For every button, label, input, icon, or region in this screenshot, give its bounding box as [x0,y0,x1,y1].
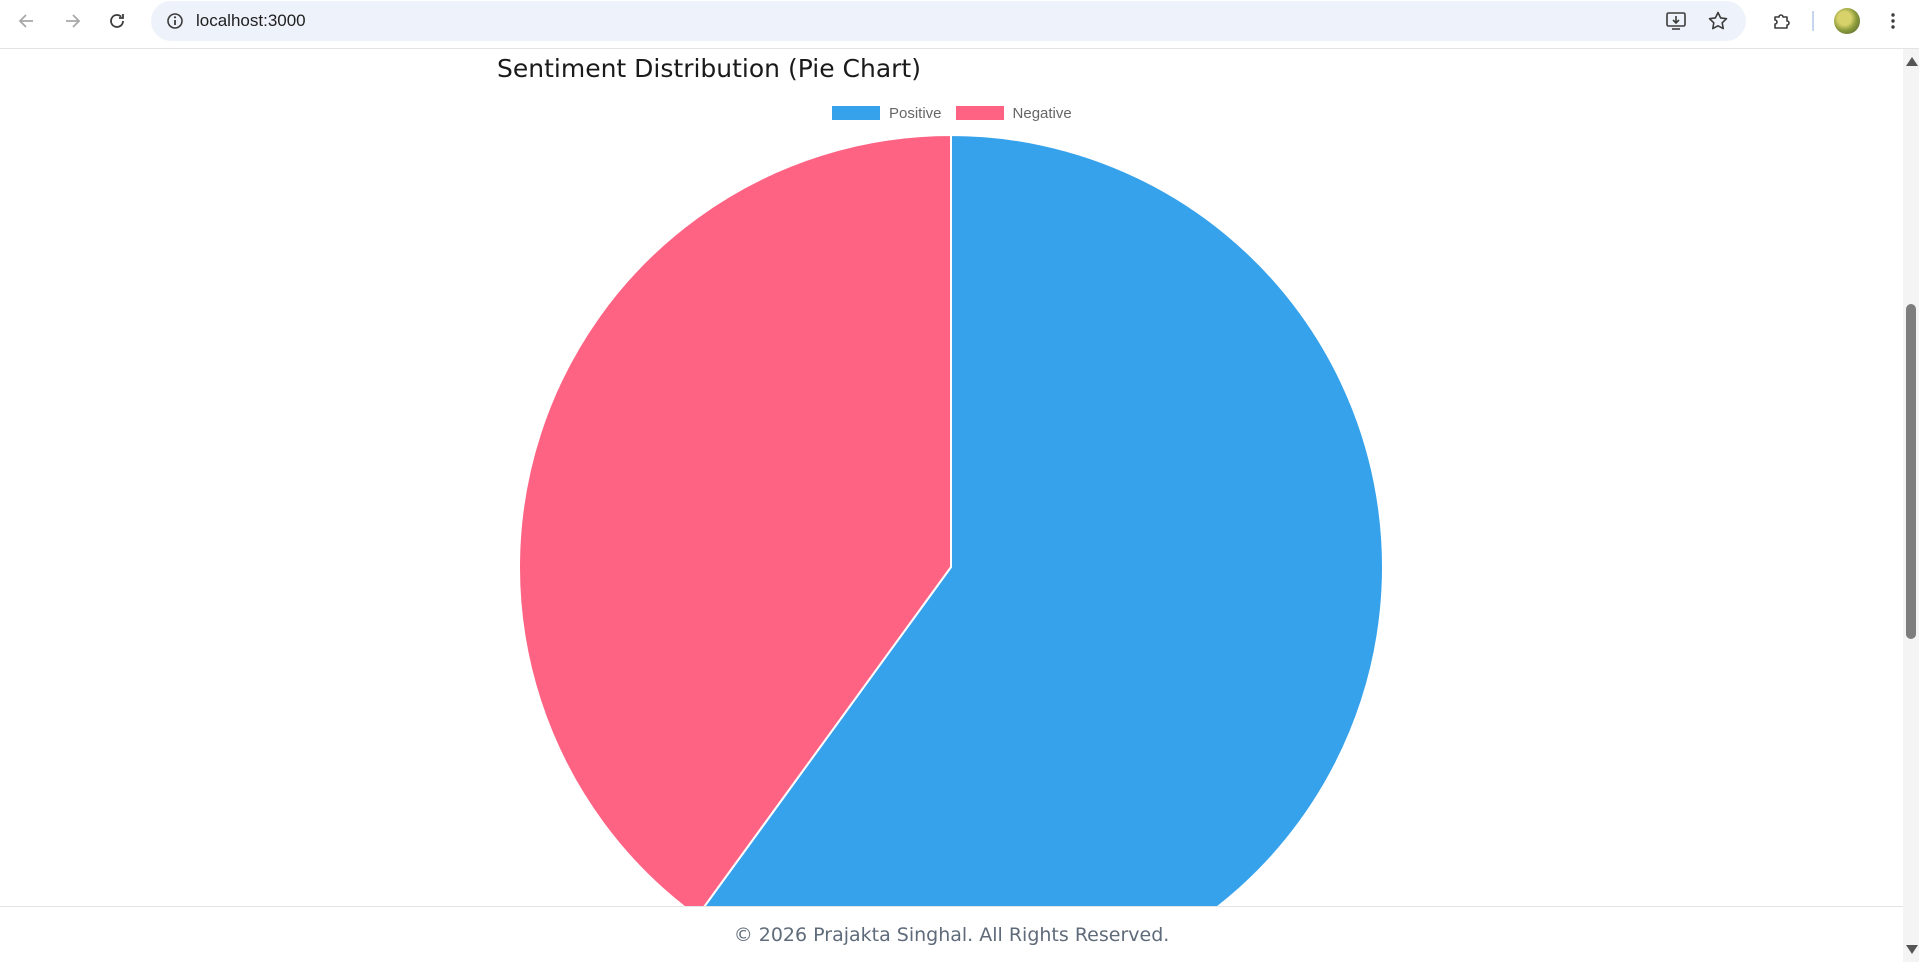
page-title: Sentiment Distribution (Pie Chart) [497,54,921,83]
address-bar[interactable]: localhost:3000 [151,1,1746,41]
legend-item-positive[interactable]: Positive [832,105,942,122]
reload-icon [110,14,124,28]
footer-copyright: © 2026 Prajakta Singhal. All Rights Rese… [733,923,1170,946]
site-info-button[interactable] [161,7,189,40]
url-text[interactable]: localhost:3000 [196,11,306,30]
install-app-icon [1666,12,1686,30]
legend-swatch-positive [832,106,880,120]
legend-swatch-negative [955,106,1004,120]
legend-label-positive: Positive [889,104,942,122]
bookmark-button[interactable] [1702,5,1734,37]
sentiment-pie-chart [518,133,1384,906]
browser-menu-button[interactable] [1877,5,1909,37]
kebab-menu-icon [1891,13,1895,29]
extensions-button[interactable] [1766,5,1798,37]
scroll-up-arrow[interactable] [1906,57,1918,66]
pie-slice-negative[interactable] [518,133,952,906]
scrollbar-thumb[interactable] [1906,304,1916,639]
install-app-button[interactable] [1660,5,1692,37]
scroll-down-arrow[interactable] [1906,945,1918,954]
star-icon [1708,11,1728,30]
browser-toolbar: localhost:3000 [0,0,1919,49]
puzzle-icon [1774,14,1790,29]
reload-button[interactable] [101,5,133,37]
arrow-left-icon [18,14,33,28]
toolbar-divider [1812,11,1814,31]
chart-legend: Positive Negative [832,103,1086,123]
arrow-right-icon [66,14,81,28]
info-icon [167,13,183,29]
legend-label-negative: Negative [1012,104,1072,122]
page-footer: © 2026 Prajakta Singhal. All Rights Rese… [0,906,1903,962]
profile-avatar[interactable] [1834,8,1860,34]
forward-button[interactable] [56,5,88,37]
pie-slice-positive[interactable] [697,133,1384,906]
page-scrollbar[interactable] [1903,49,1919,962]
legend-item-negative[interactable]: Negative [955,104,1072,122]
back-button[interactable] [11,5,43,37]
